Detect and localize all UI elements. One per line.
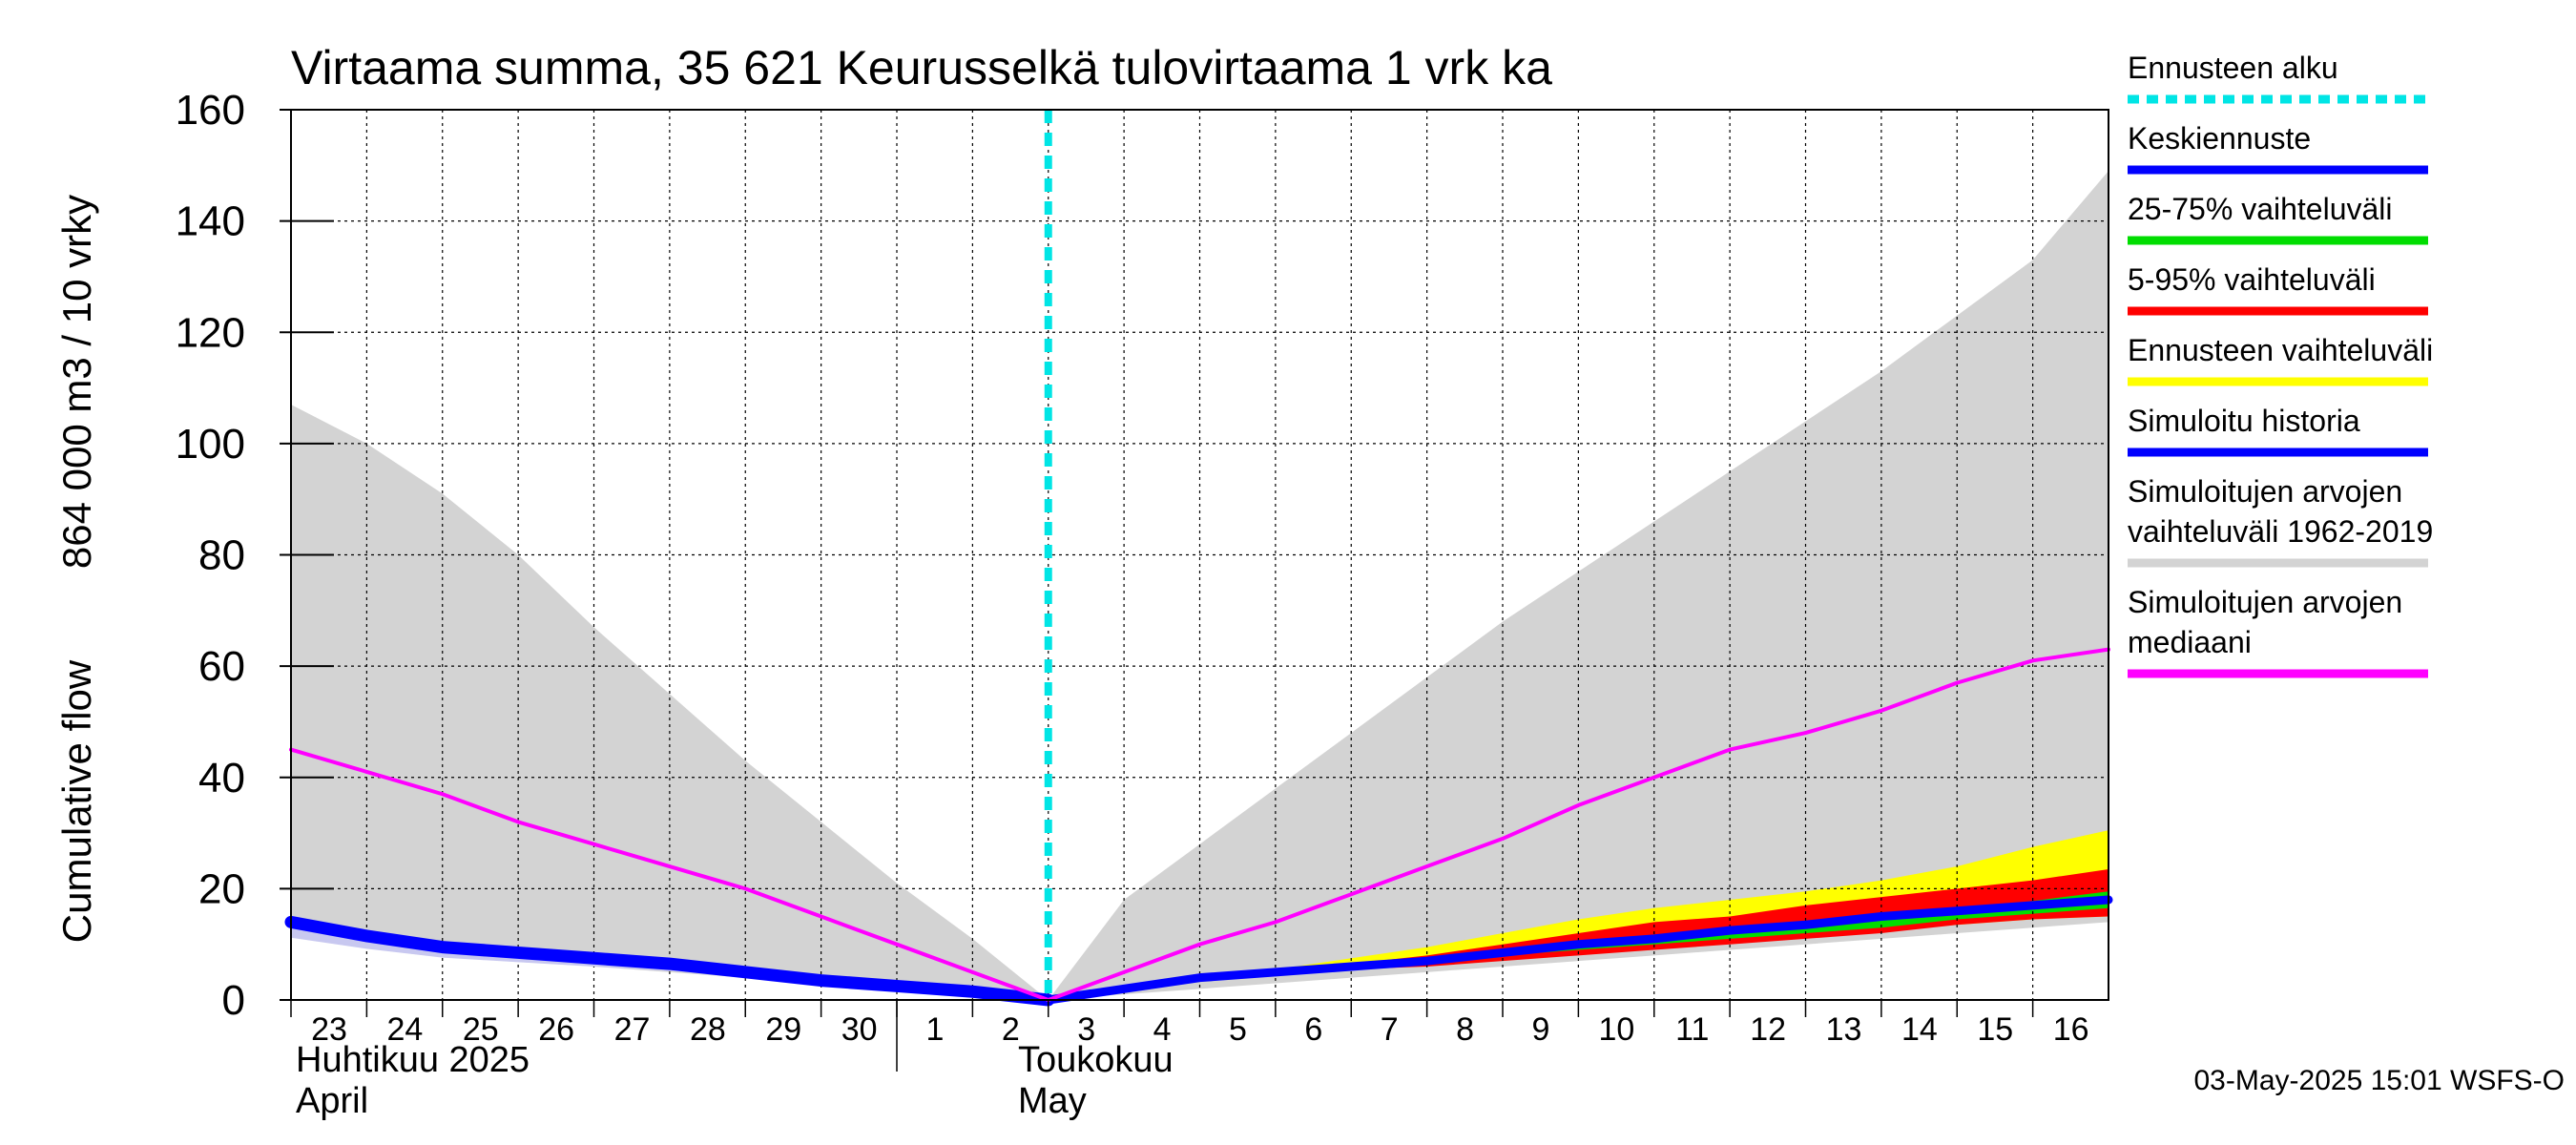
x-tick-label: 24 [386, 1011, 423, 1048]
legend-label: Keskiennuste [2128, 121, 2311, 156]
legend-label: Simuloitujen arvojen [2128, 585, 2402, 619]
month-label-fi: Huhtikuu 2025 [296, 1040, 530, 1080]
x-tick-label: 5 [1229, 1011, 1247, 1048]
x-tick-label: 9 [1532, 1011, 1550, 1048]
x-tick-label: 28 [690, 1011, 726, 1048]
series-line-keskiennuste [1044, 895, 2113, 1005]
x-tick-label: 14 [1901, 1011, 1938, 1048]
legend-label: Ennusteen alku [2128, 51, 2338, 85]
x-tick-label: 7 [1381, 1011, 1399, 1048]
x-tick-label: 2 [1002, 1011, 1020, 1048]
x-tick-label: 29 [765, 1011, 801, 1048]
x-tick-label: 26 [538, 1011, 574, 1048]
x-tick-label: 11 [1675, 1011, 1709, 1048]
x-tick-label: 23 [311, 1011, 347, 1048]
x-tick-label: 1 [926, 1011, 945, 1048]
x-tick-label: 27 [614, 1011, 651, 1048]
legend-label: vaihteluväli 1962-2019 [2128, 514, 2433, 549]
x-tick-label: 12 [1750, 1011, 1786, 1048]
x-tick-label: 10 [1598, 1011, 1634, 1048]
y-tick-label: 140 [176, 198, 245, 245]
series-line-simuloitu-historia [284, 915, 1055, 1007]
legend-label: Simuloitujen arvojen [2128, 474, 2402, 509]
lines-layer [284, 110, 2113, 1007]
y-tick-label: 160 [176, 87, 245, 134]
x-tick-label: 4 [1153, 1011, 1172, 1048]
legend: Ennusteen alku Keskiennuste 25-75% vaihtel… [2128, 51, 2433, 678]
x-tick-label: 16 [2053, 1011, 2089, 1048]
x-tick-label: 30 [841, 1011, 878, 1048]
month-label-en: May [1018, 1081, 1087, 1121]
x-tick-label: 6 [1304, 1011, 1322, 1048]
y-tick-label: 40 [198, 755, 245, 802]
y-tick-label: 20 [198, 865, 245, 912]
x-tick-label: 13 [1826, 1011, 1862, 1048]
month-label-fi: Toukokuu [1018, 1040, 1174, 1080]
timestamp: 03-May-2025 15:01 WSFS-O [2194, 1065, 2566, 1096]
x-tick-label: 3 [1077, 1011, 1095, 1048]
x-tick-label: 15 [1977, 1011, 2013, 1048]
x-tick-label: 8 [1456, 1011, 1474, 1048]
y-tick-label: 80 [198, 532, 245, 579]
series-line-mediaani [289, 647, 2110, 1002]
x-tick-label: 25 [463, 1011, 499, 1048]
y-axis-label-fi: 864 000 m3 / 10 vrky [54, 195, 99, 569]
legend-label: Ennusteen vaihteluväli [2128, 333, 2433, 367]
chart-title: Virtaama summa, 35 621 Keurusselkä tulov… [291, 41, 1552, 94]
legend-label: 25-75% vaihteluväli [2128, 192, 2393, 226]
y-tick-label: 100 [176, 421, 245, 468]
legend-label: 5-95% vaihteluväli [2128, 262, 2376, 297]
y-tick-label: 0 [222, 977, 245, 1024]
legend-label: Simuloitu historia [2128, 404, 2360, 438]
y-tick-label: 60 [198, 643, 245, 690]
y-axis-label-en: Cumulative flow [54, 659, 99, 943]
legend-label: mediaani [2128, 625, 2252, 659]
month-label-en: April [296, 1081, 368, 1121]
y-tick-label: 120 [176, 309, 245, 356]
